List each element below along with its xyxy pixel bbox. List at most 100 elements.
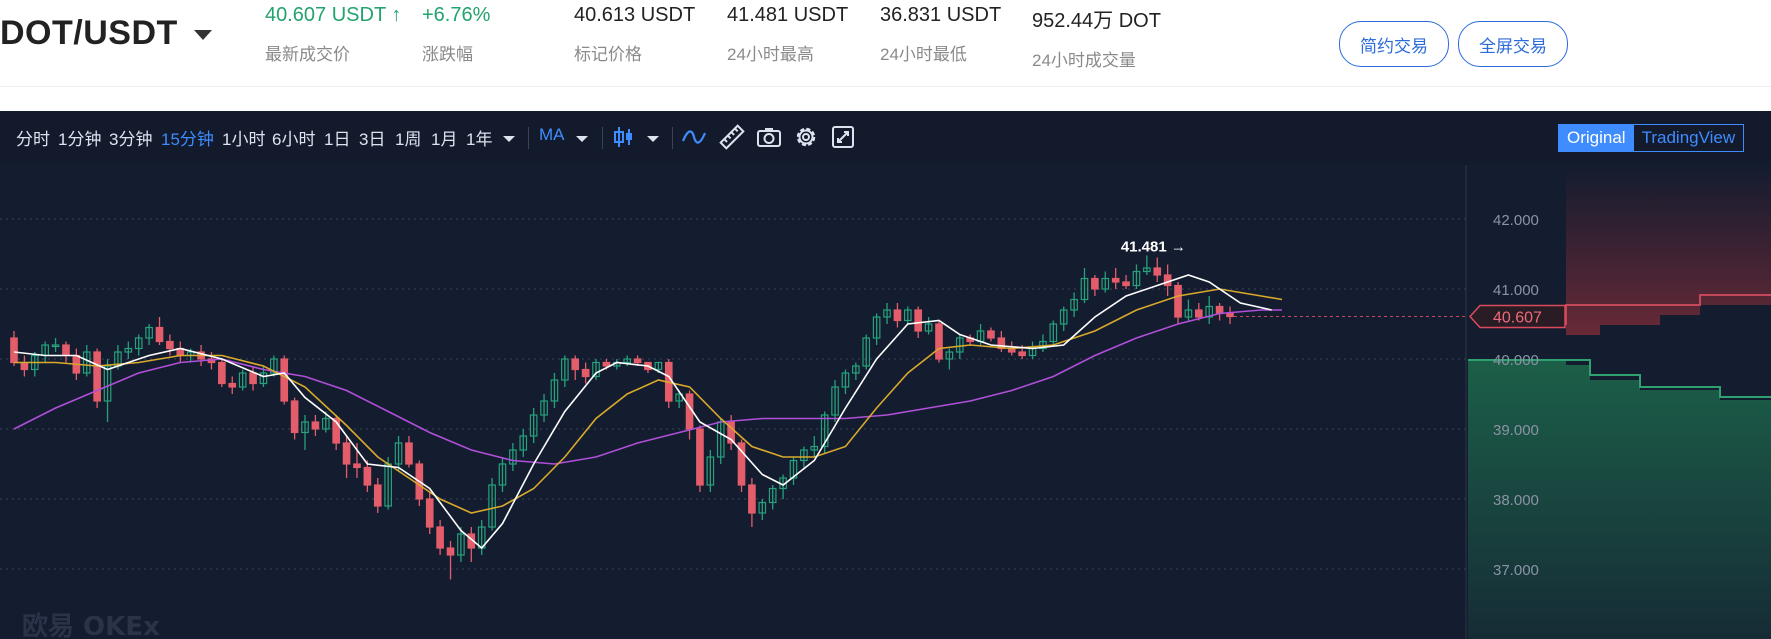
pair-name[interactable]: DOT/USDT [0, 13, 178, 52]
last-price-stat: 40.607 USDT ↑ 最新成交价 [265, 4, 401, 65]
simple-trade-button[interactable]: 简约交易 [1339, 21, 1449, 67]
candle-body [800, 449, 808, 462]
header-divider [0, 86, 1771, 87]
candle-body [1080, 277, 1089, 301]
interval-6h[interactable]: 6小时 [272, 130, 316, 149]
candle-body [1153, 267, 1162, 276]
candle-body [831, 386, 839, 416]
change-label: 涨跌幅 [422, 45, 473, 64]
indicator-ma[interactable]: MA [539, 125, 565, 144]
interval-1d[interactable]: 1日 [324, 130, 351, 149]
candle-body [145, 326, 153, 339]
candle-body [602, 361, 611, 367]
candle-body [93, 351, 101, 402]
candle-body [218, 361, 226, 385]
chart-type-caret-icon[interactable] [647, 136, 659, 142]
view-original-button[interactable]: Original [1559, 125, 1634, 151]
candle-body [852, 365, 860, 374]
candle-body [987, 330, 995, 339]
candle-body [883, 309, 891, 318]
low-24h-label: 24小时最低 [880, 45, 967, 64]
view-tradingview-button[interactable]: TradingView [1641, 128, 1736, 147]
candle-body [727, 421, 735, 444]
candle-body [768, 487, 777, 504]
candle-body [841, 372, 850, 388]
interval-3m[interactable]: 3分钟 [109, 130, 153, 149]
candle-body [550, 379, 559, 402]
candle-body [935, 323, 943, 360]
candle-body [280, 358, 289, 402]
candle-body [561, 358, 569, 381]
candle-body [259, 372, 268, 385]
interval-1mo[interactable]: 1月 [431, 130, 458, 149]
candle-body [955, 337, 964, 353]
candle-body [353, 463, 361, 469]
line-style-icon[interactable] [680, 123, 708, 151]
candle-body [654, 361, 663, 371]
settings-icon[interactable] [792, 123, 820, 151]
candle-body [1215, 305, 1224, 315]
candle-body [1163, 274, 1172, 287]
candle-body [581, 368, 590, 378]
candle-body [488, 484, 496, 528]
candle-body [997, 337, 1006, 350]
price-axis-tick: 37.000 [1493, 562, 1539, 579]
interval-1m[interactable]: 1分钟 [58, 130, 102, 149]
candle-body [893, 309, 902, 322]
candle-body [238, 372, 247, 388]
candle-body [924, 323, 933, 332]
candle-body [457, 533, 465, 556]
candle-body [1205, 305, 1214, 318]
candle-body [592, 361, 600, 378]
change-value: +6.76% [422, 4, 491, 26]
candle-body [394, 442, 403, 465]
candle-body [758, 501, 767, 514]
camera-icon[interactable] [755, 123, 783, 151]
candle-body [706, 456, 715, 486]
low-24h-stat: 36.831 USDT 24小时最低 [880, 4, 1001, 65]
price-chart[interactable]: 欧易 OKEx 41.481 → 42.000 41.000 40.000 39.000 3… [0, 165, 1771, 639]
candle-body [311, 421, 320, 430]
interval-1y[interactable]: 1年 [466, 130, 493, 149]
candle-body [436, 526, 444, 549]
candle-body [1111, 277, 1120, 283]
ma-line-white [13, 274, 1272, 550]
last-price-label: 最新成交价 [265, 45, 350, 64]
interval-15m[interactable]: 15分钟 [161, 130, 214, 149]
depth-bid-line [1468, 359, 1771, 398]
candle-body [363, 466, 372, 486]
interval-1h[interactable]: 1小时 [222, 130, 266, 149]
interval-3d[interactable]: 3日 [359, 130, 386, 149]
interval-1w[interactable]: 1周 [395, 130, 422, 149]
pair-selector[interactable]: DOT/USDT [0, 8, 212, 58]
high-24h-stat: 41.481 USDT 24小时最高 [727, 4, 848, 65]
candle-body [1101, 277, 1110, 290]
candle-body [872, 316, 881, 339]
view-mode-toggle: Original TradingView [1558, 124, 1745, 152]
price-axis-tick: 42.000 [1493, 212, 1539, 229]
candlestick-icon[interactable] [610, 123, 638, 151]
caret-down-icon[interactable] [193, 30, 212, 40]
candle-body [903, 309, 912, 322]
candle-body [155, 326, 164, 343]
fullscreen-icon[interactable] [829, 123, 857, 151]
ruler-icon[interactable] [718, 123, 746, 151]
interval-time[interactable]: 分时 [16, 130, 50, 149]
candle-body [1226, 312, 1234, 318]
ma-line-purple [13, 309, 1282, 465]
candle-body [425, 498, 434, 528]
indicator-caret-icon[interactable] [576, 136, 588, 142]
fullscreen-trade-button[interactable]: 全屏交易 [1458, 21, 1568, 67]
chart-toolbar: 分时 1分钟 3分钟 15分钟 1小时 6小时 1日 3日 1周 1月 1年 M… [0, 111, 1771, 165]
candle-body [1174, 284, 1182, 318]
high-24h-label: 24小时最高 [727, 45, 814, 64]
toolbar-divider [528, 127, 529, 149]
candle-body [862, 337, 871, 367]
more-intervals-caret-icon[interactable] [503, 136, 515, 142]
toolbar-divider [672, 127, 673, 149]
candle-body [342, 442, 351, 465]
candle-body [51, 344, 60, 348]
candle-body [332, 417, 341, 444]
high-24h-value: 41.481 USDT [727, 4, 849, 26]
candle-body [1132, 270, 1141, 287]
